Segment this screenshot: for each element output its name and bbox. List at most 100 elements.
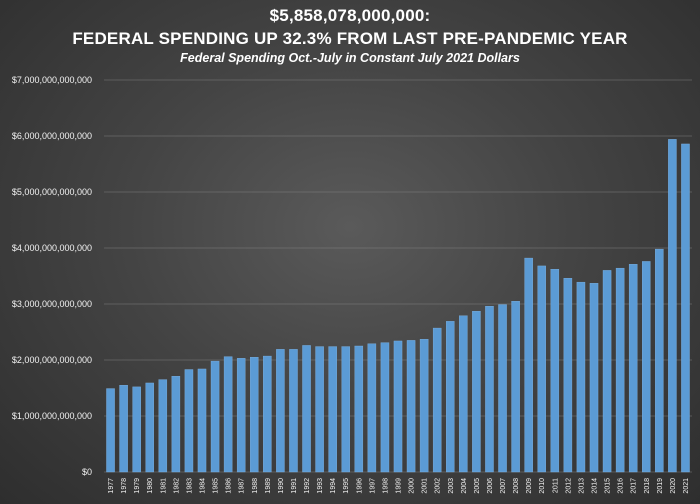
chart-subtitle: FEDERAL SPENDING UP 32.3% FROM LAST PRE-… <box>72 29 628 48</box>
x-tick-label: 1983 <box>186 478 193 494</box>
bar <box>602 270 612 473</box>
y-tick-label: $5,000,000,000,000 <box>12 187 92 197</box>
bar <box>158 379 168 473</box>
y-tick-label: $1,000,000,000,000 <box>12 411 92 421</box>
bar <box>197 368 207 473</box>
x-tick-label: 2014 <box>592 478 599 494</box>
bar <box>223 356 233 473</box>
x-tick-label: 1989 <box>265 478 272 494</box>
bar <box>341 346 350 473</box>
bar <box>511 301 520 473</box>
bar <box>459 315 468 473</box>
bar <box>472 311 481 473</box>
x-tick-label: 2003 <box>448 478 455 494</box>
bar <box>485 306 494 473</box>
bar <box>328 346 337 473</box>
bar <box>681 143 690 473</box>
x-tick-label: 2017 <box>631 478 638 494</box>
x-tick-label: 1995 <box>343 478 350 494</box>
x-tick-label: 1999 <box>396 478 403 494</box>
bar <box>145 382 154 473</box>
x-tick-label: 1998 <box>382 478 389 494</box>
bar <box>106 388 115 473</box>
bar <box>184 369 194 473</box>
bar <box>550 269 560 473</box>
bar <box>289 349 298 473</box>
bar <box>210 360 220 473</box>
bar <box>315 346 324 473</box>
x-tick-label: 2019 <box>657 478 664 494</box>
x-tick-label: 1977 <box>108 478 115 494</box>
x-tick-label: 2018 <box>644 478 651 494</box>
x-tick-label: 1980 <box>147 478 154 494</box>
x-tick-label: 1996 <box>356 478 363 494</box>
x-tick-label: 2020 <box>670 478 677 494</box>
bar <box>132 386 141 473</box>
y-tick-label: $7,000,000,000,000 <box>12 75 92 85</box>
x-tick-label: 1978 <box>121 478 128 494</box>
bar <box>642 261 651 473</box>
x-tick-label: 1991 <box>291 478 298 494</box>
x-tick-label: 1992 <box>304 478 311 494</box>
bar <box>655 248 664 473</box>
x-tick-label: 2015 <box>605 478 612 494</box>
x-tick-label: 2009 <box>526 478 533 494</box>
bar <box>276 349 285 473</box>
bar <box>380 342 390 473</box>
x-tick-label: 1979 <box>134 478 141 494</box>
x-tick-label: 2007 <box>500 478 507 494</box>
x-tick-label: 1990 <box>278 478 285 494</box>
x-tick-label: 2016 <box>618 478 625 494</box>
y-tick-label: $0 <box>82 467 92 477</box>
x-tick-label: 2004 <box>461 478 468 494</box>
bar <box>393 340 403 473</box>
bar <box>419 339 429 473</box>
chart-caption: Federal Spending Oct.-July in Constant J… <box>180 51 520 65</box>
bar <box>576 281 586 473</box>
y-tick-label: $2,000,000,000,000 <box>12 355 92 365</box>
x-tick-label: 2011 <box>552 478 559 493</box>
bar <box>589 283 599 473</box>
x-axis: 1977 1978 1979 1980 1981 1982 1983 1984 1985 1986… <box>108 478 690 494</box>
x-tick-label: 1993 <box>317 478 324 494</box>
x-tick-label: 1997 <box>369 478 376 494</box>
bar <box>367 343 377 473</box>
x-tick-label: 2008 <box>513 478 520 494</box>
x-tick-label: 1986 <box>226 478 233 494</box>
bar <box>628 264 638 473</box>
bar <box>302 345 311 473</box>
chart-title: $5,858,078,000,000: <box>269 6 431 25</box>
x-tick-label: 1985 <box>213 478 220 494</box>
y-tick-label: $3,000,000,000,000 <box>12 299 92 309</box>
x-tick-label: 1994 <box>330 478 337 494</box>
bar <box>406 340 416 473</box>
bar <box>524 257 533 473</box>
bar <box>537 265 546 473</box>
bar <box>236 358 246 473</box>
bar <box>250 357 259 473</box>
x-tick-label: 1981 <box>160 478 167 494</box>
bar <box>446 321 455 473</box>
x-tick-label: 2000 <box>409 478 416 494</box>
x-tick-label: 1987 <box>239 478 246 494</box>
x-tick-label: 2006 <box>487 478 494 494</box>
bar <box>171 376 181 473</box>
x-tick-label: 2001 <box>422 478 429 494</box>
bar <box>668 139 677 473</box>
y-tick-label: $6,000,000,000,000 <box>12 131 92 141</box>
bar <box>563 278 573 473</box>
x-tick-label: 2012 <box>565 478 572 494</box>
x-tick-label: 2010 <box>539 478 546 494</box>
bar <box>119 385 128 473</box>
x-tick-label: 2013 <box>578 478 585 494</box>
bar <box>498 304 507 473</box>
x-tick-label: 2021 <box>683 478 690 494</box>
x-tick-label: 2002 <box>435 478 442 494</box>
x-tick-label: 1982 <box>173 478 180 494</box>
bar <box>354 345 364 473</box>
y-axis: $0 $1,000,000,000,000 $2,000,000,000,000 $3… <box>12 75 92 477</box>
bars <box>106 139 690 473</box>
x-tick-label: 2005 <box>474 478 481 494</box>
bar <box>432 327 442 473</box>
